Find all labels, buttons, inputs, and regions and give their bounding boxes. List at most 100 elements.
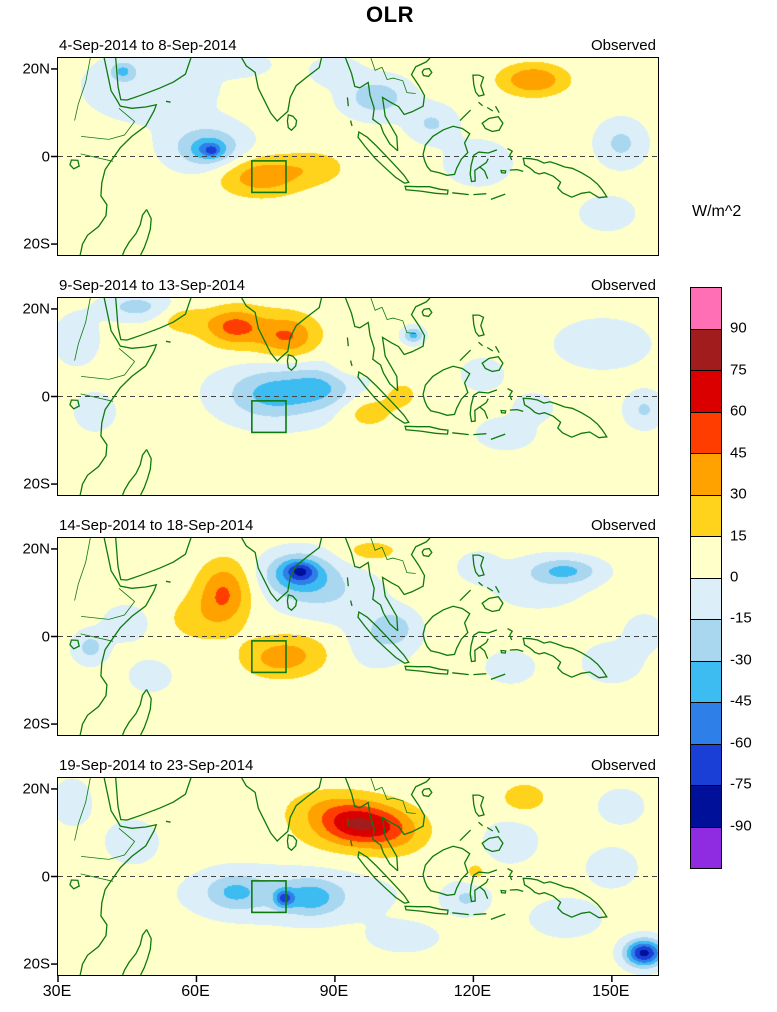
panel-date-label: 14-Sep-2014 to 18-Sep-2014 xyxy=(59,517,254,534)
colorbar-segment xyxy=(691,744,721,786)
coastline xyxy=(478,341,484,347)
coastline xyxy=(79,297,158,496)
index-region-box xyxy=(251,640,287,674)
coastline xyxy=(121,689,148,736)
colorbar-units-label: W/m^2 xyxy=(692,203,742,220)
ytick-20s: 20S xyxy=(23,235,50,253)
colorbar-tick-label: -90 xyxy=(730,817,752,835)
coastline xyxy=(241,57,323,122)
coastline xyxy=(478,821,484,827)
ytick-20n: 20N xyxy=(22,300,50,318)
coastline xyxy=(121,449,148,496)
colorbar-segment xyxy=(691,495,721,537)
coastline xyxy=(490,913,506,921)
coastline xyxy=(115,537,192,581)
ytick-20n: 20N xyxy=(22,780,50,798)
country-border xyxy=(370,297,383,311)
coastline xyxy=(509,648,524,653)
coastline xyxy=(486,346,494,352)
coastline xyxy=(165,100,171,103)
coastline xyxy=(421,67,433,78)
colorbar-segment xyxy=(691,454,721,496)
coastline xyxy=(459,109,472,122)
observed-label: Observed xyxy=(590,757,656,774)
coastline xyxy=(346,337,349,347)
coastline xyxy=(140,209,152,256)
coastline xyxy=(500,409,507,414)
coastline xyxy=(165,580,171,583)
coastline xyxy=(165,820,171,823)
coastline xyxy=(459,589,472,602)
coastline xyxy=(479,158,489,168)
coastline xyxy=(452,192,469,196)
coastline xyxy=(349,840,353,847)
coastline xyxy=(472,74,485,97)
map-panel-2: 9-Sep-2014 to 13-Sep-2014 Observed 20N 0… xyxy=(22,275,659,497)
colorbar-tick-label: 60 xyxy=(730,402,747,420)
coastline xyxy=(486,106,494,112)
coastline xyxy=(509,408,524,413)
coastline xyxy=(422,365,471,416)
colorbar-tick-label: -30 xyxy=(730,651,752,669)
coastline xyxy=(140,689,152,736)
colorbar-segment xyxy=(691,703,721,745)
coastline xyxy=(241,297,323,362)
coastline xyxy=(165,340,171,343)
coastline xyxy=(286,834,298,852)
coastline xyxy=(346,97,349,107)
map-panel-4: 19-Sep-2014 to 23-Sep-2014 Observed 20N … xyxy=(22,755,659,982)
country-border xyxy=(381,547,416,574)
coastline xyxy=(286,594,298,612)
colorbar-tick-label: -60 xyxy=(730,734,752,752)
colorbar-tick-label: 15 xyxy=(730,527,747,545)
coastline xyxy=(509,888,524,893)
coastline xyxy=(115,57,192,101)
coastline xyxy=(69,399,80,410)
ytick-20s: 20S xyxy=(23,955,50,973)
colorbar-tick-label: -45 xyxy=(730,692,752,710)
colorbar-segment xyxy=(691,412,721,454)
map-frame: 20N 0 20S xyxy=(22,57,659,256)
coastline xyxy=(494,105,500,114)
coastline xyxy=(349,600,353,607)
coastline xyxy=(79,537,158,736)
country-border xyxy=(74,777,91,841)
coastline xyxy=(344,777,399,872)
coastline xyxy=(422,605,471,656)
panel-header: 9-Sep-2014 to 13-Sep-2014 Observed xyxy=(57,275,657,297)
coastline xyxy=(69,159,80,170)
country-border xyxy=(108,347,136,380)
coastline xyxy=(481,115,504,133)
country-border xyxy=(74,297,91,361)
ytick-0: 0 xyxy=(41,628,50,645)
coastline xyxy=(241,777,323,842)
coastline xyxy=(357,850,410,904)
map-panel-1: 4-Sep-2014 to 8-Sep-2014 Observed 20N 0 … xyxy=(22,35,659,257)
map-frame: 20N 0 20S xyxy=(22,777,659,982)
coastline xyxy=(79,57,158,256)
coastline xyxy=(469,149,498,183)
coastline xyxy=(121,209,148,256)
country-border xyxy=(80,873,113,882)
ytick-0: 0 xyxy=(41,148,50,165)
colorbar-tick-label: -75 xyxy=(730,775,752,793)
country-border xyxy=(81,616,109,620)
coastline xyxy=(381,57,431,151)
ytick-0: 0 xyxy=(41,388,50,405)
observed-label: Observed xyxy=(590,517,656,534)
coastline xyxy=(344,537,399,632)
country-border xyxy=(108,827,136,860)
coastline xyxy=(452,672,469,676)
xtick-150e: 150E xyxy=(592,983,630,1000)
country-border xyxy=(81,136,109,140)
coastline xyxy=(286,354,298,372)
observed-label: Observed xyxy=(590,277,656,294)
coastline xyxy=(486,586,494,592)
coastline xyxy=(490,193,506,201)
coastline xyxy=(481,595,504,613)
coastline xyxy=(121,929,148,976)
coastline xyxy=(522,637,608,679)
coastline xyxy=(507,868,514,881)
panel-header: 14-Sep-2014 to 18-Sep-2014 Observed xyxy=(57,515,657,537)
